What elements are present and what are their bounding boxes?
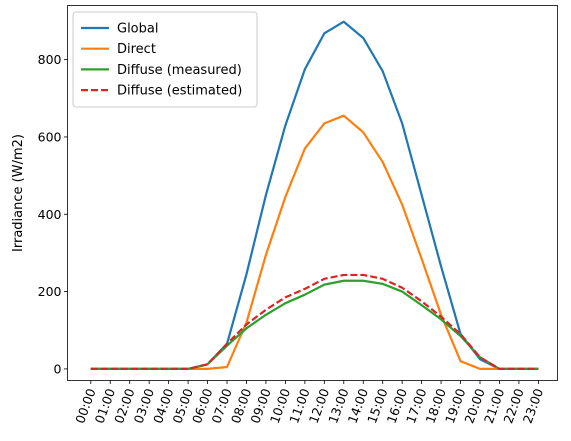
y-tick-label: 800 (38, 52, 62, 67)
series-layer (90, 20, 539, 370)
legend: Global Direct Diffuse (measured) Diffuse (e… (72, 11, 258, 108)
y-tick-label: 400 (38, 207, 62, 222)
legend-entry-label: Global (117, 22, 158, 37)
series-line-diffuse-estimated (90, 273, 539, 370)
y-axis-label: Irradiance (W/m2) (11, 134, 26, 252)
legend-entry-label: Diffuse (estimated) (117, 84, 242, 99)
y-axis-ticks: 0 200 400 600 800 (38, 52, 68, 376)
legend-entry-label: Diffuse (measured) (117, 63, 242, 78)
legend-entry-label: Direct (117, 42, 156, 57)
legend-box (72, 11, 258, 108)
y-tick-label: 600 (38, 129, 62, 144)
y-tick-label: 0 (54, 361, 62, 376)
y-tick-label: 200 (38, 284, 62, 299)
plot-frame (67, 5, 558, 381)
x-axis-ticks: 00:0001:0002:0003:0004:0005:0006:0007:00… (72, 380, 546, 425)
